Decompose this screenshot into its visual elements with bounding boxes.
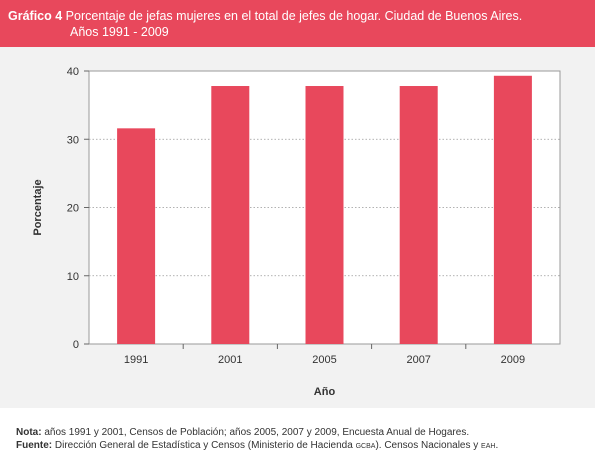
x-tick-label: 2007	[406, 354, 430, 366]
y-tick-label: 0	[73, 339, 79, 351]
figure-label: Gráfico 4	[8, 9, 63, 23]
chart-title-line1: Porcentaje de jefas mujeres en el total …	[65, 9, 523, 23]
chart-panel: 0 10 20 30 40 1991 2001 2005 2007 2009 Año Porcenta…	[0, 47, 595, 408]
note-line: Nota: años 1991 y 2001, Censos de Poblac…	[16, 426, 586, 439]
bar	[117, 128, 156, 344]
x-tick-label: 2009	[501, 354, 525, 366]
note-text: años 1991 y 2001, Censos de Población; a…	[41, 427, 470, 438]
source-text-a: Dirección General de Estadística y Censo…	[52, 440, 356, 451]
x-axis-title: Año	[314, 386, 336, 398]
x-tick-label: 2005	[312, 354, 336, 366]
source-abbrev-gcba: GCBA	[355, 443, 376, 450]
source-text-c: .	[495, 440, 499, 451]
bar	[305, 86, 344, 344]
x-tick-label: 2001	[218, 354, 242, 366]
source-abbrev-eah: EAH	[481, 443, 496, 450]
bar-chart: 0 10 20 30 40 1991 2001 2005 2007 2009 Año Porcenta…	[32, 66, 561, 398]
chart-title-line2: Años 1991 - 2009	[70, 25, 169, 39]
y-tick-label: 40	[67, 66, 79, 78]
y-tick-label: 10	[67, 271, 79, 283]
bar	[493, 75, 532, 344]
y-tick-label: 20	[67, 203, 79, 215]
y-axis-title: Porcentaje	[32, 179, 44, 235]
source-label: Fuente:	[16, 440, 53, 451]
y-tick-label: 30	[67, 134, 79, 146]
note-label: Nota:	[16, 427, 42, 438]
x-tick-label: 1991	[124, 354, 148, 366]
footnotes: Nota: años 1991 y 2001, Censos de Poblac…	[16, 426, 586, 453]
bar	[399, 86, 438, 344]
source-text-b: ). Censos Nacionales y	[375, 440, 482, 451]
source-line: Fuente: Dirección General de Estadística…	[16, 439, 586, 453]
bar	[211, 86, 250, 344]
chart-header: Gráfico 4 Porcentaje de jefas mujeres en…	[0, 0, 595, 47]
